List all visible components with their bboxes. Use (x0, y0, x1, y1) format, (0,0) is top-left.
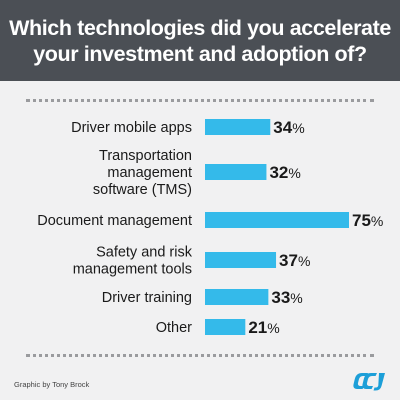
value-label-4: 33% (271, 288, 302, 307)
bar-4 (205, 289, 269, 305)
category-label-5: Other (156, 320, 192, 336)
category-label-3: Safety and risk management tools (73, 245, 193, 278)
value-label-3: 37% (279, 251, 310, 270)
value-label-2: 75% (352, 211, 383, 230)
header-banner: Which technologies did you accelerate yo… (0, 0, 400, 81)
value-label-5: 21% (248, 318, 279, 337)
bottom-dotted-divider (26, 354, 374, 357)
category-label-1: Transportation management software (TMS) (93, 148, 192, 198)
bar-5 (205, 319, 246, 335)
category-label-4: Driver training (102, 290, 192, 306)
ccj-logo-icon (353, 373, 385, 391)
bar-3 (205, 252, 277, 268)
top-dotted-divider (26, 99, 374, 102)
value-label-0: 34% (273, 118, 304, 137)
chart-title: Which technologies did you accelerate yo… (9, 15, 391, 66)
bar-0 (205, 119, 271, 135)
graphic-credit: Graphic by Tony Brock (14, 380, 90, 389)
bar-2 (205, 212, 349, 228)
value-label-1: 32% (269, 163, 300, 182)
bar-1 (205, 164, 267, 180)
category-label-0: Driver mobile apps (71, 120, 192, 136)
category-label-2: Document management (37, 213, 192, 229)
